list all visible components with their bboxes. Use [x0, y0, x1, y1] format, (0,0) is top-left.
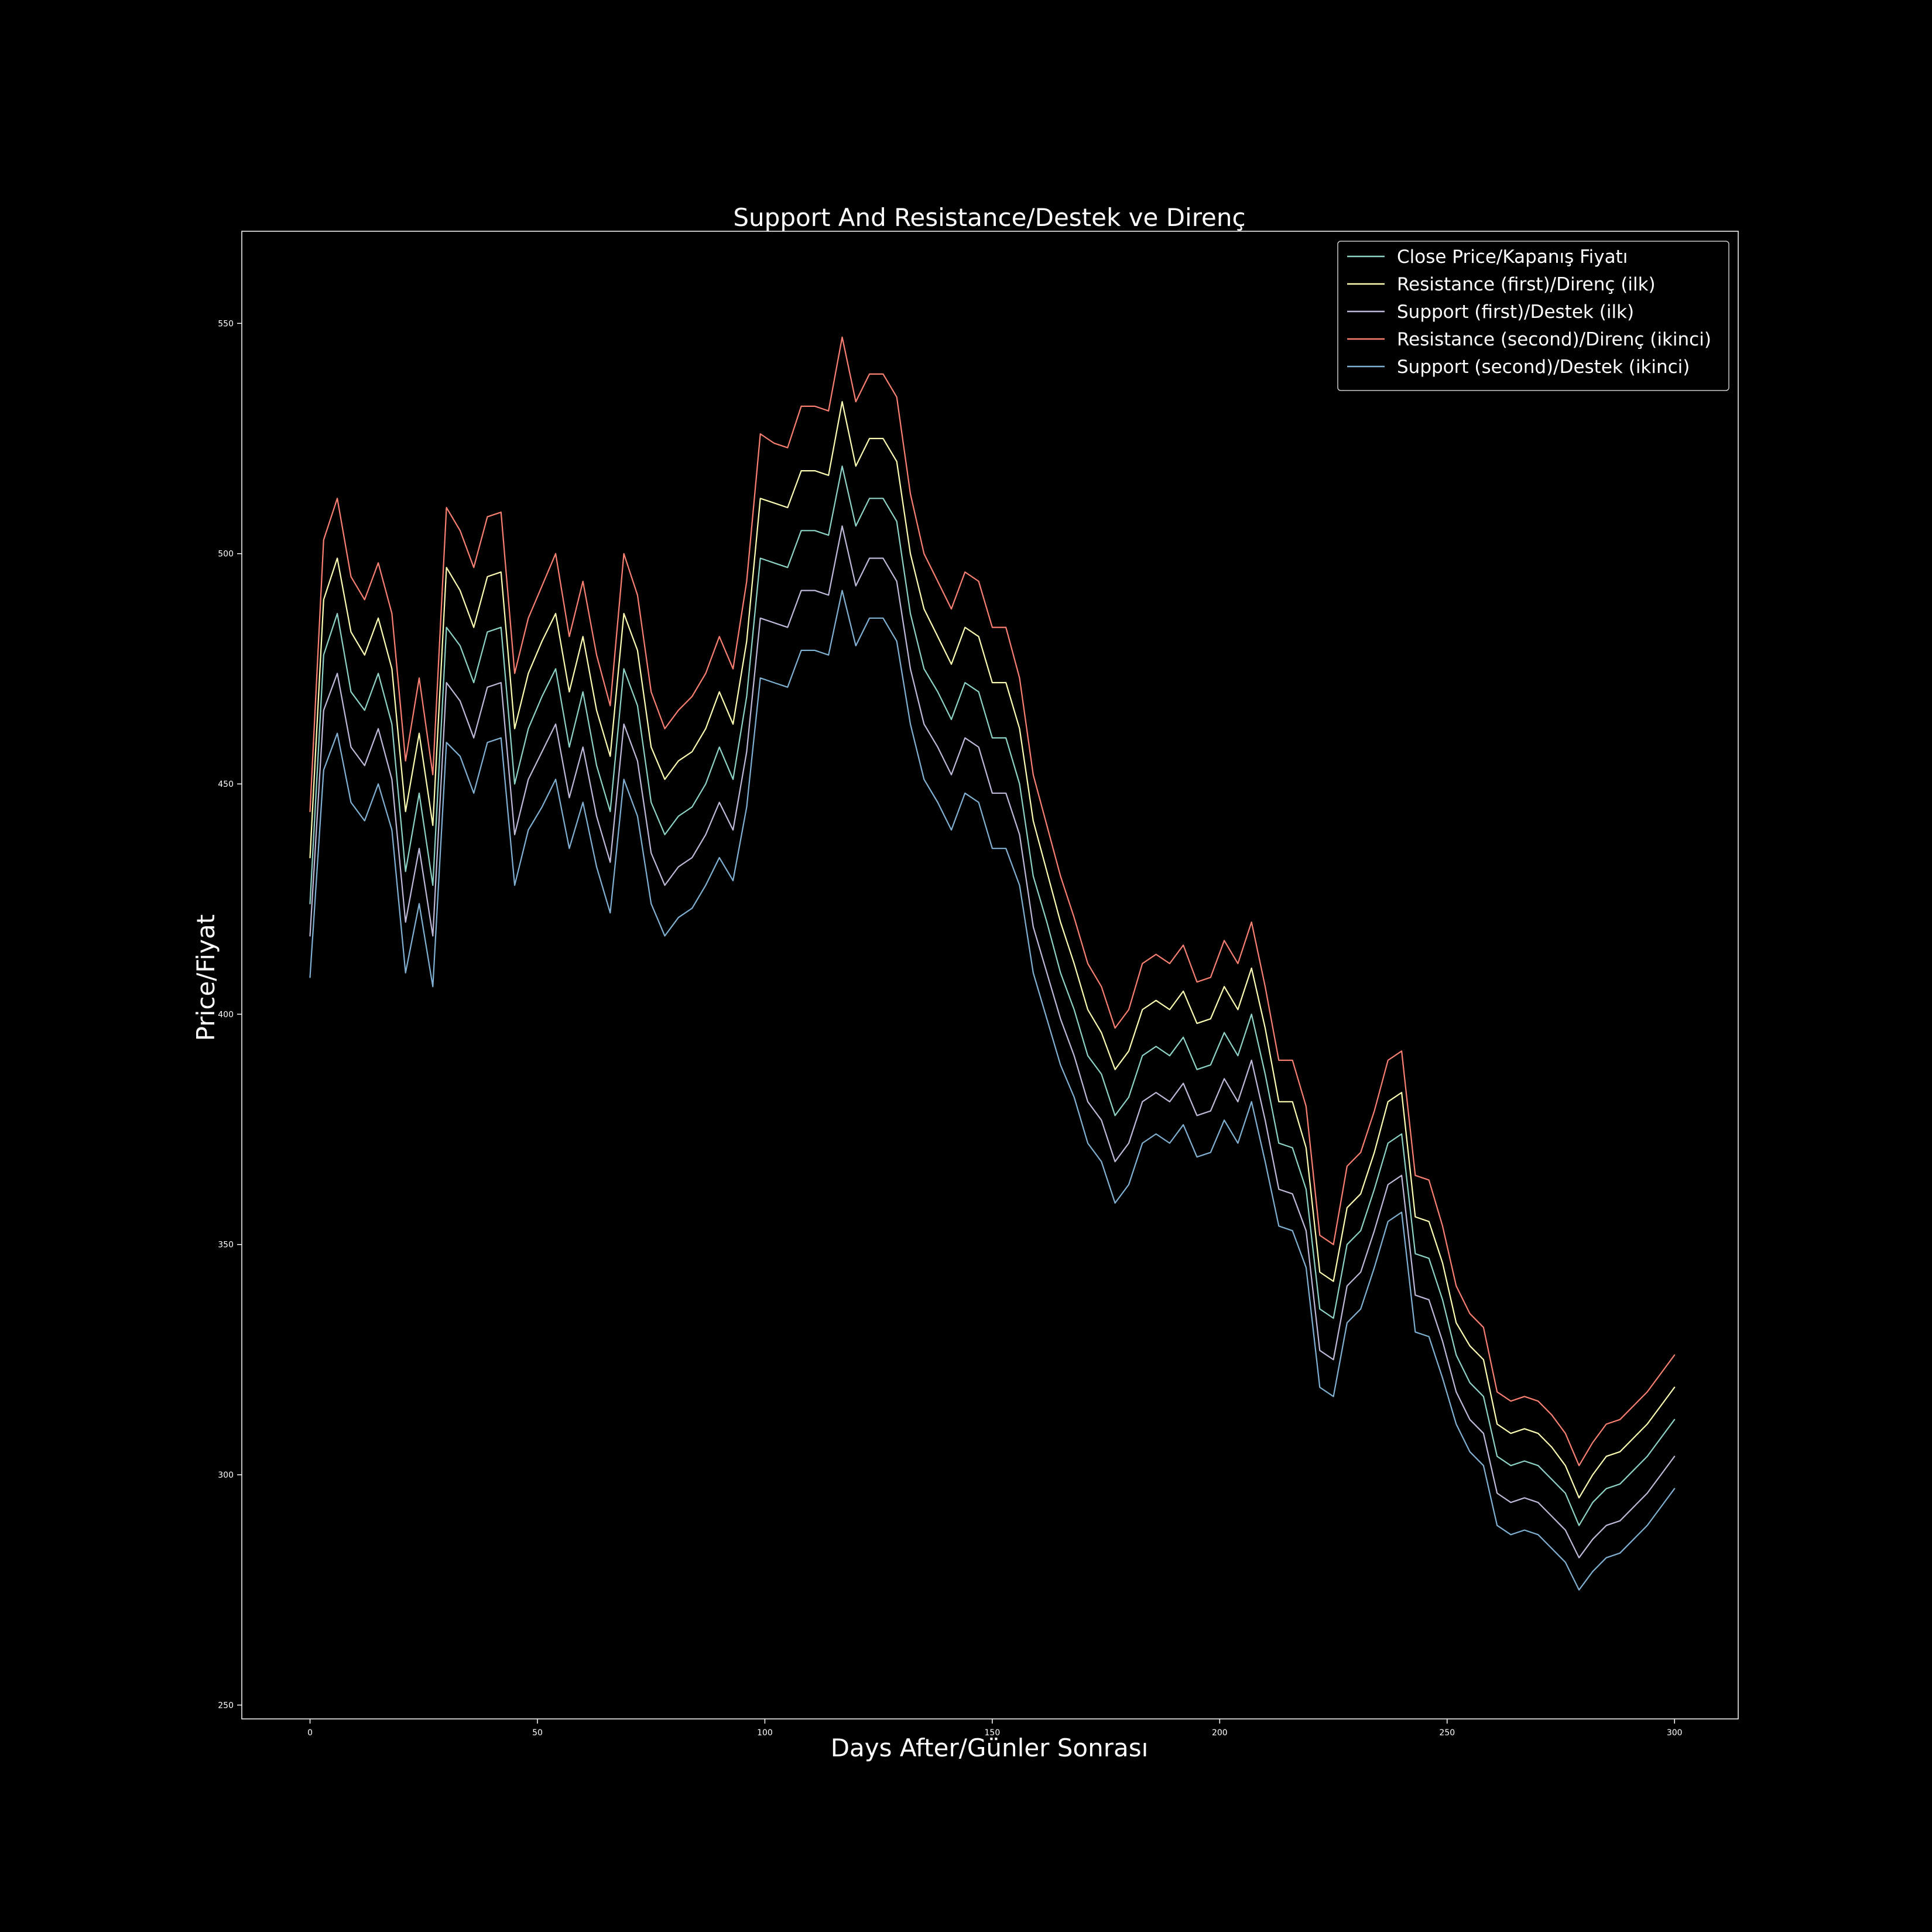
legend-label-1: Close Price/Kapanış Fiyatı [1397, 246, 1628, 268]
legend-label-3: Support (first)/Destek (ilk) [1397, 302, 1634, 323]
y-tick-label: 450 [218, 780, 234, 789]
y-axis-label: Price/Fiyat [191, 914, 220, 1041]
x-tick-label: 150 [985, 1728, 1001, 1738]
y-tick-label: 400 [218, 1010, 234, 1019]
x-tick-label: 0 [307, 1728, 313, 1738]
y-tick-label: 550 [218, 319, 234, 328]
series-line-4 [309, 336, 1676, 1467]
plot-area [309, 336, 1676, 1591]
series-line-3 [309, 525, 1676, 1558]
x-tick-label: 200 [1212, 1728, 1228, 1738]
legend: Close Price/Kapanış Fiyatı Resistance (fi… [1337, 241, 1729, 391]
y-tick-label: 350 [218, 1241, 234, 1250]
legend-box [1337, 241, 1729, 391]
x-tick-label: 50 [532, 1728, 543, 1738]
x-tick-label: 100 [757, 1728, 773, 1738]
legend-label-5: Support (second)/Destek (ikinci) [1397, 357, 1690, 378]
axis-ticks: 0 50 100 150 200 250 300 250 300 350 400 450 500 550 [218, 319, 1682, 1738]
x-tick-label: 250 [1439, 1728, 1455, 1738]
chart-title: Support And Resistance/Destek ve Direnç [733, 203, 1245, 232]
y-tick-label: 300 [218, 1471, 234, 1480]
y-tick-label: 500 [218, 550, 234, 559]
legend-label-2: Resistance (first)/Direnç (ilk) [1397, 274, 1656, 295]
series-line-2 [309, 400, 1676, 1499]
plot-frame [241, 231, 1739, 1719]
x-axis-label: Days After/Günler Sonrası [831, 1734, 1149, 1762]
x-tick-label: 300 [1667, 1728, 1683, 1738]
y-tick-label: 250 [218, 1701, 234, 1710]
series-line-5 [309, 590, 1676, 1591]
legend-label-4: Resistance (second)/Direnç (ikinci) [1397, 329, 1711, 350]
series-line-1 [309, 465, 1676, 1526]
